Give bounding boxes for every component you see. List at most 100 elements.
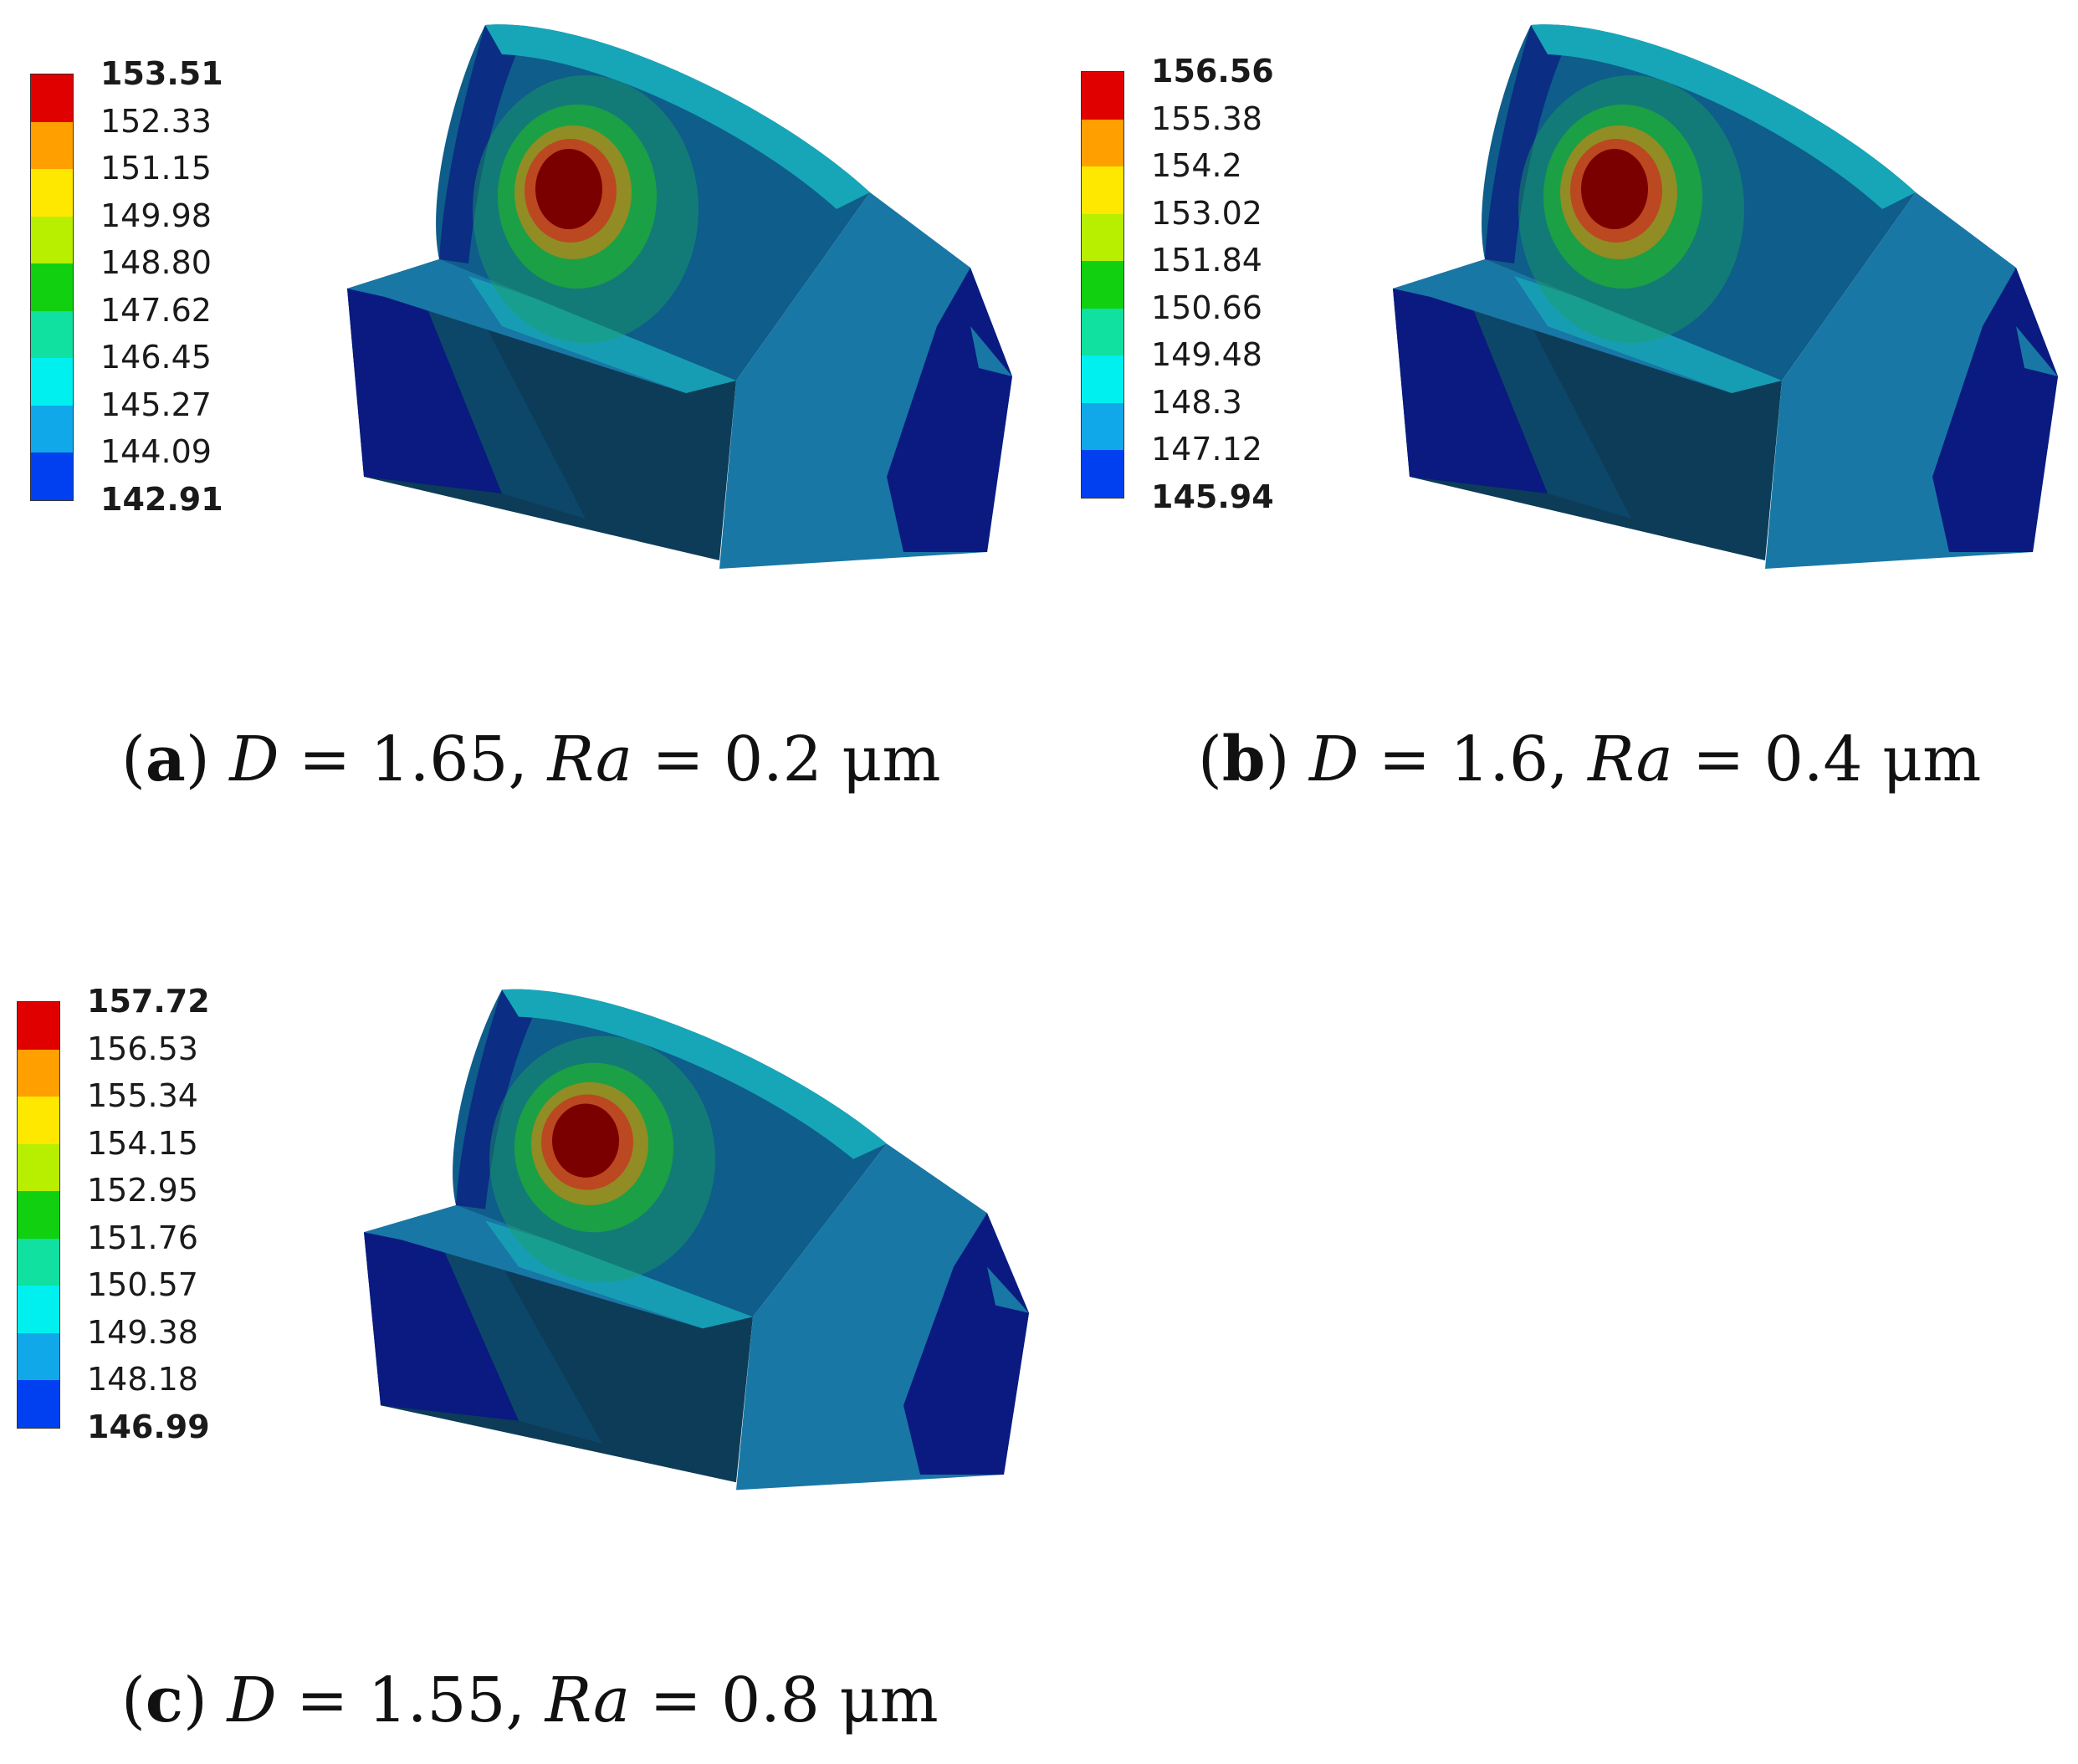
tooth-top-band — [1531, 24, 1916, 209]
caption-ra-value: = 0.4 μm — [1692, 723, 1982, 795]
legend-tick-label: 149.98 — [100, 197, 212, 234]
left-block-top-highlight — [1514, 276, 1782, 393]
left-block-dark-stripe — [1393, 276, 1548, 493]
legend-swatch — [1082, 119, 1123, 166]
legend-tick-label: 151.15 — [100, 150, 212, 187]
left-block-mid-stripe — [414, 276, 586, 519]
tooth-face-dark-edge — [439, 25, 527, 263]
legend-swatch — [1082, 261, 1123, 309]
legend-tick-label: 154.15 — [87, 1124, 198, 1162]
legend-tick-label: 150.66 — [1151, 289, 1262, 326]
left-block-dark-stripe — [347, 276, 502, 493]
caption-ra-label: Ra — [1588, 723, 1673, 795]
legend-swatch — [31, 216, 73, 263]
fea-model-a — [347, 24, 1012, 569]
caption-d-value: = 1.55, — [296, 1664, 526, 1736]
legend-swatch — [31, 358, 73, 406]
legend-swatch — [31, 74, 73, 122]
temperature-hotspot — [535, 149, 602, 229]
legend-swatch — [18, 1143, 59, 1191]
legend-tick-label: 142.91 — [100, 480, 223, 518]
tooth-face-dark-edge — [456, 989, 544, 1209]
legend-swatch — [31, 405, 73, 453]
caption-d-label: D — [227, 1664, 277, 1736]
legend-tick-label: 153.02 — [1151, 194, 1262, 232]
legend-tick-label: 145.94 — [1151, 478, 1274, 515]
legend-tick-label: 147.12 — [1151, 431, 1262, 468]
tooth-face-dark-edge — [1485, 25, 1573, 263]
legend-bar-c — [17, 1001, 60, 1429]
left-block-mid-stripe — [1460, 276, 1631, 519]
legend-swatch — [18, 1332, 59, 1380]
caption-ra-label: Ra — [547, 723, 633, 795]
legend-swatch — [31, 310, 73, 358]
tooth-top-band — [485, 24, 870, 209]
temperature-hotspot — [1581, 149, 1648, 229]
caption-d-label: D — [1309, 723, 1359, 795]
legend-swatch — [31, 169, 73, 217]
caption-c: (c) D = 1.55, Ra = 0.8 μm — [121, 1664, 939, 1736]
temperature-hotspot — [552, 1103, 619, 1178]
legend-tick-label: 156.56 — [1151, 53, 1274, 89]
right-block-corner — [2016, 326, 2058, 376]
legend-swatch — [18, 1002, 59, 1050]
left-block-top-highlight — [468, 276, 736, 393]
legend-tick-label: 148.80 — [100, 244, 212, 281]
left-block-mid-stripe — [431, 1220, 602, 1444]
fea-model-c — [364, 989, 1029, 1490]
left-block-dark-stripe — [364, 1220, 519, 1421]
legend-tick-label: 146.99 — [87, 1408, 210, 1445]
legend-swatch — [1082, 213, 1123, 261]
tooth-top-band — [502, 989, 887, 1159]
legend-tick-label: 148.3 — [1151, 383, 1242, 421]
legend-swatch — [1082, 72, 1123, 120]
caption-ra-label: Ra — [545, 1664, 631, 1736]
legend-tick-label: 147.62 — [100, 291, 212, 329]
right-block-corner — [970, 326, 1012, 376]
caption-ra-value: = 0.2 μm — [652, 723, 941, 795]
legend-tick-label: 154.2 — [1151, 147, 1242, 184]
legend-tick-label: 155.38 — [1151, 100, 1262, 137]
legend-tick-label: 146.45 — [100, 339, 212, 376]
legend-tick-label: 150.57 — [87, 1266, 198, 1303]
legend-swatch — [18, 1097, 59, 1144]
caption-a: (a) D = 1.65, Ra = 0.2 μm — [121, 723, 941, 795]
caption-letter: c — [145, 1664, 183, 1736]
legend-tick-label: 156.53 — [87, 1030, 198, 1067]
caption-b: (b) D = 1.6, Ra = 0.4 μm — [1198, 723, 1982, 795]
legend-tick-label: 149.38 — [87, 1313, 198, 1351]
caption-letter: a — [145, 723, 186, 795]
caption-letter: b — [1221, 723, 1266, 795]
legend-swatch — [31, 121, 73, 169]
caption-ra-value: = 0.8 μm — [649, 1664, 939, 1736]
legend-swatch — [1082, 402, 1123, 450]
legend-swatch — [1082, 166, 1123, 214]
legend-swatch — [31, 453, 73, 500]
legend-swatch — [18, 1191, 59, 1239]
legend-swatch — [18, 1049, 59, 1097]
caption-d-value: = 1.6, — [1378, 723, 1569, 795]
legend-tick-label: 144.09 — [100, 433, 212, 470]
fea-model-b — [1393, 24, 2058, 569]
legend-swatch — [1082, 355, 1123, 403]
legend-swatch — [18, 1380, 59, 1428]
legend-tick-label: 151.76 — [87, 1219, 198, 1256]
legend-tick-label: 145.27 — [100, 386, 212, 423]
right-block-dark-face — [903, 1213, 1029, 1475]
legend-swatch — [1082, 450, 1123, 498]
caption-d-label: D — [229, 723, 279, 795]
legend-swatch — [18, 1286, 59, 1333]
legend-swatch — [18, 1238, 59, 1286]
legend-tick-label: 148.18 — [87, 1361, 198, 1398]
legend-swatch — [1082, 308, 1123, 355]
legend-tick-label: 155.34 — [87, 1077, 198, 1114]
legend-tick-label: 153.51 — [100, 55, 223, 92]
caption-d-value: = 1.65, — [299, 723, 528, 795]
legend-tick-label: 157.72 — [87, 983, 210, 1020]
legend-tick-label: 152.95 — [87, 1172, 198, 1209]
legend-bar-b — [1081, 71, 1124, 499]
legend-tick-label: 151.84 — [1151, 242, 1262, 279]
left-block-top-highlight — [485, 1220, 753, 1329]
legend-tick-label: 152.33 — [100, 102, 212, 140]
legend-swatch — [31, 263, 73, 311]
